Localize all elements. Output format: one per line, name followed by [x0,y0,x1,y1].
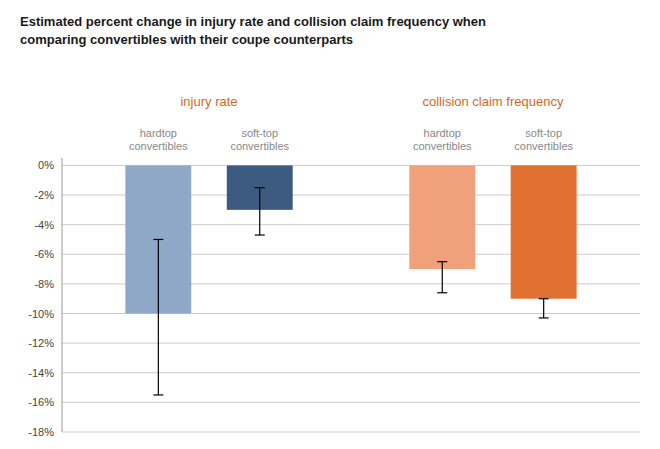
bar-label-line: convertibles [514,140,573,152]
bar-label-line: convertibles [413,140,472,152]
error-bar [255,188,265,235]
bar-label-line: convertibles [129,140,188,152]
grid-line [62,402,640,403]
title: Estimated percent change in injury rate … [20,14,486,47]
y-tick-label: -18% [28,426,54,438]
title-line: Estimated percent change in injury rate … [20,14,486,29]
chart: Estimated percent change in injury rate … [0,0,660,449]
error-line [158,239,159,395]
y-tick-label: -2% [34,189,54,201]
error-line [259,188,260,235]
error-cap [539,317,549,318]
error-cap [153,239,163,240]
bar [511,165,577,298]
y-tick-label: -14% [28,367,54,379]
y-tick-label: 0% [38,159,54,171]
bar [409,165,475,269]
grid-line [62,432,640,433]
error-cap [437,292,447,293]
y-tick-label: -8% [34,278,54,290]
bar-label: soft-topconvertibles [514,127,573,152]
page: {"chart_data": { "type": "bar", "title":… [0,0,660,449]
error-cap [255,187,265,188]
error-cap [539,298,549,299]
y-tick-label: -10% [28,308,54,320]
group-label: injury rate [180,94,237,109]
y-tick-label: -12% [28,337,54,349]
bar-label: hardtopconvertibles [129,127,188,152]
error-bar [153,239,163,395]
y-tick-label: -6% [34,248,54,260]
group-label: collision claim frequency [423,94,564,109]
bar-label-line: hardtop [424,127,461,139]
error-cap [437,261,447,262]
bar-label: hardtopconvertibles [413,127,472,152]
error-bar [539,299,549,318]
bar-label-line: convertibles [230,140,289,152]
bar-label-line: soft-top [525,127,562,139]
labels: hardtopconvertiblessoft-topconvertiblesi… [129,94,574,152]
grid [62,165,640,432]
error-cap [153,394,163,395]
grid-line [62,372,640,373]
y-axis: 0% -2% -4% -6% -8% -10% -12% -14% -16% -18% [28,158,62,438]
y-axis-line [62,158,63,432]
bar-label-line: soft-top [241,127,278,139]
error-bar [437,262,447,293]
marks [125,165,576,395]
bar-label: soft-topconvertibles [230,127,289,152]
bar-label-line: hardtop [140,127,177,139]
error-line [442,262,443,293]
y-tick-label: -16% [28,396,54,408]
title-line: comparing convertibles with their coupe … [20,32,353,47]
grid-line [62,343,640,344]
y-tick-label: -4% [34,219,54,231]
error-line [543,299,544,318]
error-cap [255,234,265,235]
